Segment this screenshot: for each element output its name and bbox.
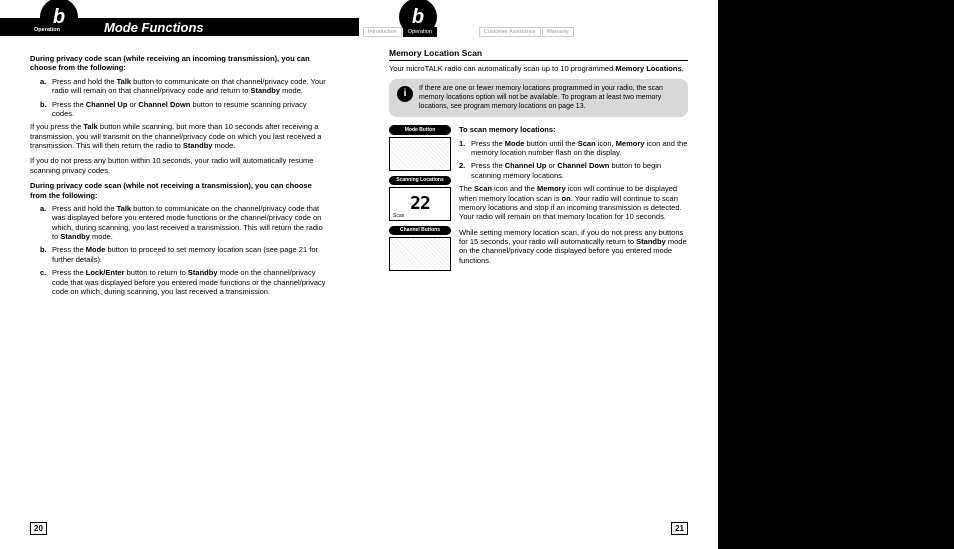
para-after1: The Scan icon and the Memory icon will c… (459, 184, 688, 222)
info-text: If there are one or fewer memory locatio… (419, 85, 680, 111)
item-c2: Press the Lock/Enter button to return to… (52, 268, 329, 296)
item-b2: Press the Mode button to proceed to set … (52, 245, 329, 264)
right-content: Memory Location Scan Your microTALK radi… (359, 36, 718, 276)
left-page: b Operation Mode Functions During privac… (0, 0, 359, 549)
left-content: During privacy code scan (while receivin… (0, 36, 359, 296)
tab-operation: Operation (403, 27, 437, 37)
para-mid1: If you press the Talk button while scann… (30, 122, 329, 150)
tab-introduction: Introduction (363, 27, 402, 37)
page-number: 20 (30, 522, 47, 535)
page-number: 21 (671, 522, 688, 535)
page-title: Mode Functions (104, 20, 204, 35)
right-page: b Introduction Operation Customer Assist… (359, 0, 718, 549)
step-1: Press the Mode button until the Scan ico… (471, 139, 688, 158)
info-callout: i If there are one or fewer memory locat… (389, 79, 688, 117)
header-right: b Introduction Operation Customer Assist… (359, 0, 718, 36)
tab-warranty: Warranty (542, 27, 574, 37)
illustration-mode (389, 137, 451, 171)
item-a1: Press and hold the Talk button to commun… (52, 77, 329, 96)
section-title: Memory Location Scan (389, 48, 688, 61)
label-channel-buttons: Channel Buttons (389, 226, 451, 235)
tab-customer-assistance: Customer Assistance (479, 27, 541, 37)
heading-scan-notreceiving: During privacy code scan (while not rece… (30, 181, 329, 200)
heading-scan-receiving: During privacy code scan (while receivin… (30, 54, 329, 73)
para-after2: While setting memory location scan, if y… (459, 228, 688, 266)
void-area (718, 0, 954, 549)
illustration-channel (389, 237, 451, 271)
to-scan-heading: To scan memory locations: (459, 125, 688, 134)
label-scanning: Scanning Locations (389, 176, 451, 185)
step-2: Press the Channel Up or Channel Down but… (471, 161, 688, 180)
label-mode-button: Mode Button (389, 125, 451, 134)
info-icon: i (397, 86, 413, 102)
illustration-lcd: 22 Scan (389, 187, 451, 221)
header-left: b Operation Mode Functions (0, 0, 359, 36)
item-b1: Press the Channel Up or Channel Down but… (52, 100, 329, 119)
item-a2: Press and hold the Talk button to commun… (52, 204, 329, 242)
tab-operation: Operation (30, 26, 64, 35)
intro-text: Your microTALK radio can automatically s… (389, 64, 688, 73)
para-mid2: If you do not press any button within 10… (30, 156, 329, 175)
illustration-column: Mode Button Scanning Locations 22 Scan C… (389, 125, 451, 276)
